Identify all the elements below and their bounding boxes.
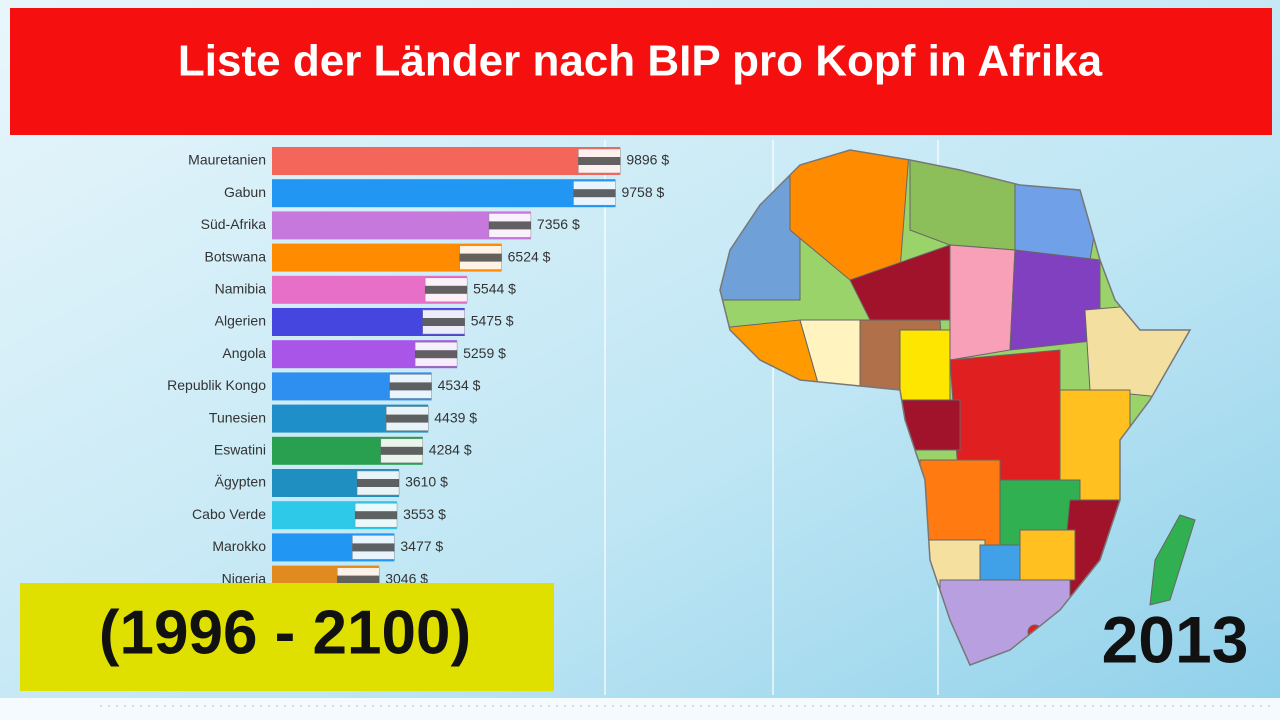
chart-title: Liste der Länder nach BIP pro Kopf in Af… [178, 37, 1103, 86]
flag-band [459, 253, 502, 262]
category-label: Botswana [205, 248, 267, 264]
value-label: 3610 $ [405, 474, 448, 490]
flag-band [352, 543, 395, 552]
flag-band [578, 157, 621, 165]
flag-band [357, 479, 400, 487]
timeline [0, 698, 1280, 720]
flag-band [415, 350, 458, 359]
category-label: Republik Kongo [167, 377, 266, 393]
category-label: Gabun [224, 184, 266, 200]
value-label: 9896 $ [626, 152, 669, 168]
bar [272, 147, 621, 175]
madagascar [1149, 514, 1196, 606]
value-label: 5544 $ [473, 281, 516, 297]
value-label: 3477 $ [400, 538, 443, 554]
category-label: Tunesien [209, 409, 266, 425]
period: (1996 - 2100) [99, 598, 471, 667]
flag-band [425, 285, 468, 294]
value-label: 7356 $ [537, 216, 580, 232]
category-label: Marokko [212, 538, 266, 554]
value-label: 4284 $ [429, 442, 472, 458]
value-label: 4534 $ [438, 377, 481, 393]
year: 2013 [1102, 602, 1249, 676]
category-label: Cabo Verde [192, 506, 266, 522]
period-box [20, 583, 554, 691]
value-label: 4439 $ [434, 409, 477, 425]
flag-band [355, 511, 398, 520]
category-label: Mauretanien [188, 152, 266, 168]
value-label: 9758 $ [621, 184, 664, 200]
flag-band [337, 575, 380, 584]
flag-band [422, 318, 465, 326]
category-label: Ägypten [215, 474, 266, 490]
bars: Mauretanien 9896 $ Gabun 9758 $ Süd-Afrika 73… [167, 147, 669, 594]
value-label: 5475 $ [471, 313, 514, 329]
flag-band [389, 382, 432, 391]
value-label: 6524 $ [508, 248, 551, 264]
flag-band [380, 446, 423, 455]
africa-outline [719, 149, 1192, 666]
category-label: Nigeria [222, 570, 267, 586]
value-label: 3553 $ [403, 506, 446, 522]
category-label: Süd-Afrika [201, 216, 267, 232]
value-label: 5259 $ [463, 345, 506, 361]
flag-band [573, 189, 616, 198]
flag-band [488, 221, 531, 230]
value-label: 3046 $ [385, 570, 428, 586]
category-label: Angola [222, 345, 266, 361]
category-label: Eswatini [214, 442, 266, 458]
bar [272, 211, 531, 240]
category-label: Namibia [215, 281, 267, 297]
title-box [10, 8, 1272, 135]
flag-band [386, 414, 429, 423]
category-label: Algerien [215, 313, 266, 329]
bar [272, 179, 616, 208]
